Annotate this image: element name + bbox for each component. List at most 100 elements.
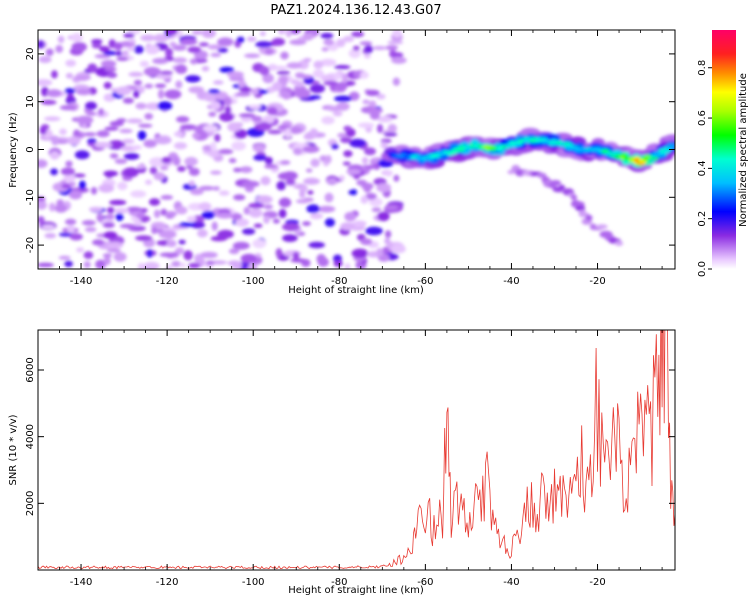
heatmap-noise-blob	[38, 200, 47, 210]
heatmap-noise-blob	[117, 181, 128, 191]
heatmap-noise-blob	[154, 83, 167, 89]
heatmap-noise-blob	[68, 190, 83, 200]
heatmap-noise-blob	[248, 202, 265, 209]
heatmap-noise-blob	[175, 80, 183, 89]
heatmap-noise-blob	[264, 156, 273, 165]
heatmap-noise-blob	[197, 229, 208, 238]
heatmap-noise-blob	[248, 104, 262, 110]
heatmap-noise-blob	[224, 106, 232, 114]
heatmap-noise-blob	[131, 145, 143, 150]
heatmap-noise-blob	[201, 30, 216, 39]
heatmap-noise-blob	[303, 177, 320, 185]
heatmap-noise-blob	[302, 145, 320, 153]
heatmap-noise-blob	[308, 95, 322, 100]
heatmap-noise-blob	[383, 132, 398, 137]
heatmap-noise-blob	[148, 198, 161, 206]
heatmap-noise-blob	[376, 93, 386, 100]
heatmap-noise-blob	[64, 218, 77, 225]
heatmap-noise-blob	[128, 38, 136, 43]
heatmap-noise-blob	[49, 202, 56, 212]
heatmap-noise-blob	[40, 99, 57, 105]
heatmap-noise-blob	[45, 48, 54, 56]
heatmap-noise-blob	[359, 41, 373, 46]
heatmap-noise-blob	[372, 46, 387, 50]
heatmap-noise-blob	[83, 251, 94, 259]
heatmap-noise-blob	[178, 239, 186, 245]
heatmap-noise-blob	[376, 183, 392, 193]
heatmap-noise-blob	[364, 53, 371, 59]
heatmap-noise-blob	[70, 33, 83, 43]
heatmap-noise-blob	[264, 48, 274, 56]
heatmap-noise-blob	[231, 261, 243, 269]
heatmap-noise-blob	[91, 42, 102, 49]
heatmap-noise-blob	[393, 174, 400, 182]
heatmap-noise-blob	[188, 167, 200, 176]
heatmap-noise-blob	[38, 55, 52, 64]
heatmap-noise-blob	[302, 221, 311, 227]
x-tick-label: -140	[70, 276, 93, 287]
heatmap-noise-blob	[60, 167, 75, 176]
colorbar-tick-label: 0.8	[697, 60, 708, 76]
heatmap-noise-blob	[135, 235, 153, 241]
heatmap-noise-blob	[392, 30, 403, 38]
heatmap-noise-blob	[218, 190, 230, 196]
heatmap-noise-blob	[69, 233, 83, 241]
heatmap-noise-blob	[109, 120, 124, 127]
heatmap-noise-blob	[295, 199, 310, 204]
heatmap-noise-blob	[92, 239, 105, 246]
heatmap-noise-blob	[57, 35, 65, 44]
heatmap-noise-blob	[242, 228, 256, 235]
heatmap-noise-blob	[123, 152, 140, 160]
heatmap-noise-blob	[305, 168, 313, 173]
heatmap-noise-blob	[219, 112, 235, 122]
heatmap-noise-blob	[235, 91, 251, 97]
heatmap-noise-blob	[113, 252, 127, 262]
heatmap-noise-blob	[83, 261, 91, 269]
heatmap-noise-blob	[172, 57, 188, 64]
heatmap-noise-blob	[180, 38, 198, 46]
heatmap-noise-blob	[210, 52, 222, 58]
heatmap-noise-blob	[59, 104, 77, 111]
heatmap-noise-blob	[278, 208, 287, 219]
heatmap-noise-blob	[145, 44, 160, 55]
heatmap-noise-blob	[38, 262, 54, 268]
heatmap-noise-blob	[143, 66, 161, 77]
heatmap-noise-blob	[272, 218, 280, 224]
heatmap-noise-blob	[214, 133, 221, 143]
heatmap-noise-blob	[365, 193, 377, 200]
heatmap-noise-blob	[285, 30, 292, 38]
heatmap-noise-blob	[313, 60, 324, 69]
heatmap-noise-blob	[272, 65, 288, 70]
heatmap-noise-blob	[323, 38, 335, 46]
heatmap-noise-blob	[317, 205, 336, 213]
heatmap-noise-blob	[271, 168, 279, 173]
heatmap-noise-blob	[157, 101, 173, 111]
heatmap-noise-blob	[152, 57, 169, 65]
heatmap-noise-blob	[81, 220, 96, 226]
x-tick-label: -120	[156, 276, 179, 287]
heatmap-noise-blob	[115, 50, 123, 57]
heatmap-noise-blob	[208, 111, 217, 117]
heatmap-noise-blob	[188, 86, 205, 94]
y-tick-label: 4000	[25, 424, 36, 449]
heatmap-noise-blob	[64, 260, 73, 268]
heatmap-noise-blob	[109, 199, 127, 206]
heatmap-branch-blob	[550, 180, 562, 186]
heatmap-noise-blob	[103, 81, 112, 90]
heatmap-noise-blob	[210, 101, 221, 110]
heatmap-noise-blob	[282, 171, 298, 181]
heatmap-noise-blob	[236, 36, 245, 43]
heatmap-signal-blob	[666, 142, 675, 147]
heatmap-noise-blob	[99, 46, 110, 53]
heatmap-noise-blob	[391, 244, 406, 254]
heatmap-noise-blob	[266, 106, 278, 116]
heatmap-noise-blob	[290, 79, 300, 85]
heatmap-noise-blob	[365, 226, 383, 236]
heatmap-noise-blob	[309, 84, 325, 94]
heatmap-noise-blob	[365, 89, 380, 97]
heatmap-noise-blob	[253, 223, 263, 228]
heatmap-noise-blob	[292, 251, 300, 261]
heatmap-noise-blob	[123, 167, 139, 178]
heatmap-noise-blob	[103, 170, 119, 177]
